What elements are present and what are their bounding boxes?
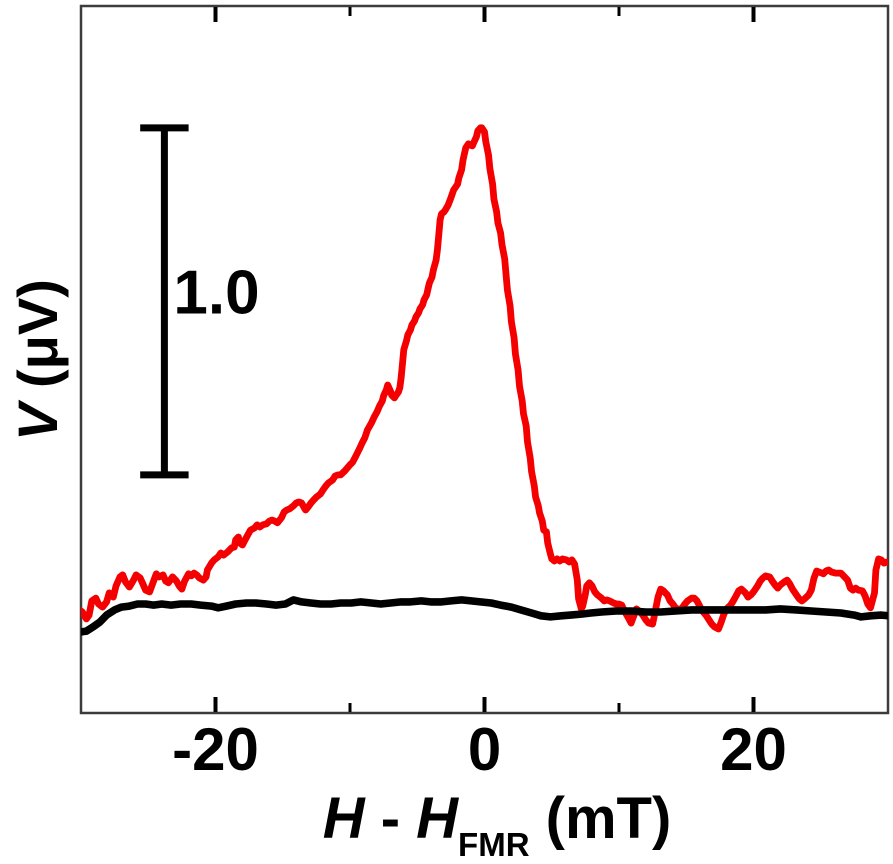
ylabel-unit: (μV) — [6, 279, 69, 403]
x-tick-label: 0 — [468, 716, 501, 783]
x-tick-labels: -20 0 20 — [172, 716, 787, 783]
y-axis-label: V (μV) — [6, 279, 69, 441]
x-axis-label: H - HFMR (mT) — [323, 786, 672, 863]
scale-bar-label: 1.0 — [173, 258, 259, 327]
scale-bar: 1.0 — [140, 124, 260, 479]
black-curve — [81, 596, 888, 636]
x-tick-label: -20 — [172, 716, 259, 783]
xlabel-unit: (mT) — [530, 786, 672, 851]
xlabel-h: H — [323, 786, 366, 851]
red-curve — [81, 124, 888, 633]
x-ticks-top — [213, 7, 756, 22]
xlabel-minus: - — [365, 786, 417, 851]
x-tick-label: 20 — [720, 716, 787, 783]
ylabel-quantity: V — [6, 399, 69, 441]
xlabel-subscript-fmr: FMR — [458, 826, 530, 863]
curves-group — [81, 124, 888, 636]
plot-frame — [79, 4, 890, 715]
xlabel-hfmr: H — [416, 786, 459, 851]
x-ticks-bottom — [213, 697, 756, 712]
